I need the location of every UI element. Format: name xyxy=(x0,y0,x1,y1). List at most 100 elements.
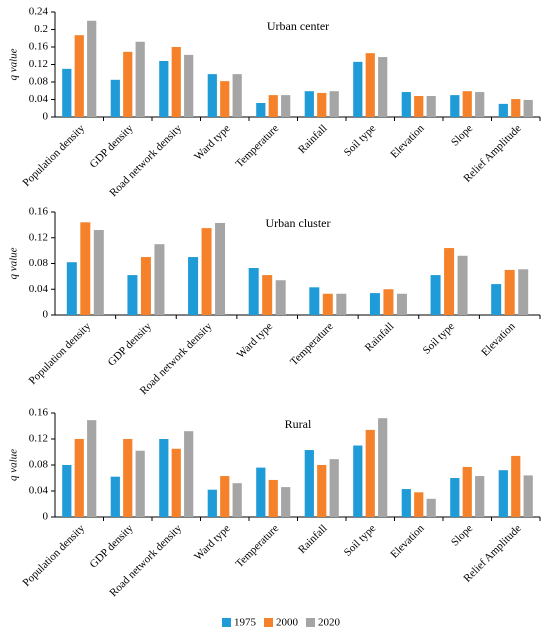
y-tick-label: 0.12 xyxy=(29,231,48,243)
bar xyxy=(232,74,242,117)
bar xyxy=(523,475,533,517)
y-tick-label: 0.16 xyxy=(29,41,49,53)
bar xyxy=(62,465,72,517)
legend-swatch xyxy=(264,618,273,627)
bar xyxy=(62,68,72,117)
y-tick-label: 0.24 xyxy=(29,6,49,18)
bar xyxy=(256,467,266,517)
bar xyxy=(256,103,266,117)
bar xyxy=(518,269,529,315)
y-tick-label: 0.04 xyxy=(29,93,49,105)
y-tick-label: 0.04 xyxy=(29,283,49,295)
bar xyxy=(430,275,441,315)
bar xyxy=(396,293,407,315)
y-axis-label: q value xyxy=(8,449,20,481)
bar xyxy=(201,228,212,315)
bar xyxy=(317,465,327,517)
bar xyxy=(329,91,339,117)
bar xyxy=(220,476,230,517)
y-tick-label: 0 xyxy=(43,309,49,321)
y-tick-label: 0.08 xyxy=(29,459,49,471)
bar xyxy=(365,53,375,117)
y-tick-label: 0.08 xyxy=(29,257,49,269)
bar xyxy=(87,420,97,517)
bar xyxy=(523,99,533,117)
bar xyxy=(268,95,278,117)
x-tick-label: Soil type xyxy=(342,522,378,558)
bar xyxy=(504,269,515,315)
legend-label: 2000 xyxy=(276,617,299,629)
bar xyxy=(281,95,291,117)
bar xyxy=(450,95,460,117)
bar xyxy=(123,439,133,517)
bar xyxy=(317,92,327,117)
y-tick-label: 0.16 xyxy=(29,206,49,218)
bar xyxy=(127,275,138,315)
chart-title: Urban center xyxy=(267,19,329,33)
bar xyxy=(159,61,169,117)
bar xyxy=(262,275,273,315)
bar xyxy=(414,96,424,117)
bar xyxy=(215,222,226,315)
y-tick-label: 0.12 xyxy=(29,433,48,445)
bar xyxy=(184,54,194,117)
legend-swatch xyxy=(306,618,315,627)
x-tick-label: Temperature xyxy=(233,122,281,170)
x-tick-label: Elevation xyxy=(388,122,427,161)
x-tick-label: Rainfall xyxy=(363,320,397,354)
legend-swatch xyxy=(222,618,231,627)
bar xyxy=(207,74,217,117)
x-tick-label: Rainfall xyxy=(296,522,330,556)
bar xyxy=(353,61,363,117)
bar xyxy=(498,470,508,517)
bar xyxy=(123,51,133,117)
bar xyxy=(268,479,278,517)
bar xyxy=(378,57,388,117)
x-tick-label: Ward type xyxy=(235,320,276,361)
bar xyxy=(365,429,375,517)
bar xyxy=(457,255,468,315)
bar xyxy=(184,431,194,517)
x-tick-label: Population density xyxy=(21,122,88,189)
x-tick-label: GDP density xyxy=(87,122,136,171)
bar xyxy=(232,483,242,517)
bar xyxy=(511,455,521,517)
bar xyxy=(322,293,333,315)
x-tick-label: Slope xyxy=(449,122,475,148)
y-axis-label: q value xyxy=(8,247,20,279)
x-tick-label: Elevation xyxy=(479,320,518,359)
bar xyxy=(304,91,314,117)
bar xyxy=(353,445,363,517)
bar xyxy=(154,244,165,315)
bar xyxy=(369,293,380,315)
bar xyxy=(498,103,508,117)
bar xyxy=(80,222,91,315)
bar xyxy=(135,41,145,117)
chart-title: Rural xyxy=(285,417,312,431)
bar xyxy=(275,280,286,315)
bar xyxy=(511,99,521,117)
y-tick-label: 0 xyxy=(43,111,49,123)
bar xyxy=(401,92,411,117)
y-tick-label: 0.08 xyxy=(29,76,49,88)
bar xyxy=(401,489,411,517)
bar xyxy=(462,466,472,517)
bar xyxy=(74,439,84,517)
bar xyxy=(475,92,485,117)
bar xyxy=(171,47,181,117)
bar xyxy=(444,248,455,315)
y-tick-label: 0.04 xyxy=(29,485,49,497)
bar xyxy=(171,448,181,517)
bar xyxy=(383,289,394,315)
bar xyxy=(110,79,120,117)
bar xyxy=(378,418,388,517)
x-tick-label: Ward type xyxy=(192,122,233,163)
x-tick-label: Rainfall xyxy=(296,122,330,156)
x-tick-label: Temperature xyxy=(233,522,281,570)
bar xyxy=(66,262,77,315)
y-tick-label: 0.16 xyxy=(29,407,49,419)
bar xyxy=(462,91,472,117)
x-tick-label: Elevation xyxy=(388,522,427,561)
bar xyxy=(159,439,169,517)
x-tick-label: GDP density xyxy=(106,320,155,369)
